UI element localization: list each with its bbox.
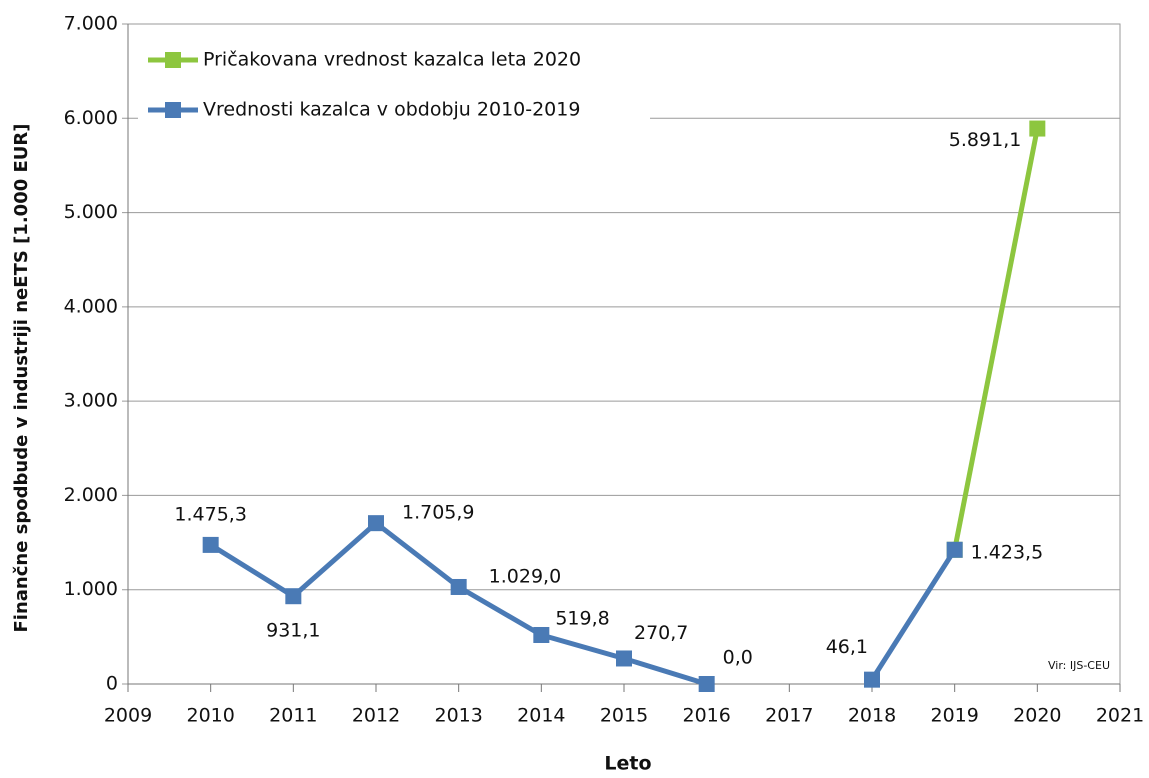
point-marker bbox=[368, 515, 384, 532]
point-marker bbox=[616, 650, 632, 667]
x-tick-label: 2016 bbox=[682, 705, 730, 727]
point-marker bbox=[285, 588, 302, 605]
point-marker bbox=[533, 626, 550, 643]
legend-marker bbox=[165, 102, 181, 118]
x-tick-label: 2020 bbox=[1013, 705, 1061, 727]
y-tick-label: 3.000 bbox=[64, 390, 118, 412]
y-tick-label: 5.000 bbox=[64, 201, 118, 223]
y-tick-label: 4.000 bbox=[64, 295, 118, 317]
x-tick-label: 2010 bbox=[186, 705, 234, 727]
point-marker bbox=[864, 671, 880, 688]
data-label: 270,7 bbox=[634, 622, 688, 644]
data-label: 46,1 bbox=[826, 636, 868, 658]
y-tick-label: 7.000 bbox=[64, 13, 118, 35]
data-label: 1.475,3 bbox=[174, 503, 247, 525]
x-tick-label: 2019 bbox=[930, 705, 978, 727]
series-line bbox=[952, 128, 1040, 551]
x-tick-label: 2011 bbox=[269, 705, 317, 727]
x-tick-label: 2017 bbox=[765, 705, 813, 727]
x-tick-label: 2014 bbox=[517, 705, 565, 727]
legend-label: Vrednosti kazalca v obdobju 2010-2019 bbox=[203, 99, 580, 121]
y-tick-label: 1.000 bbox=[64, 578, 118, 600]
point-marker bbox=[450, 578, 467, 595]
x-tick-label: 2009 bbox=[104, 705, 152, 727]
data-label: 1.705,9 bbox=[402, 502, 475, 524]
y-tick-label: 0 bbox=[106, 673, 118, 695]
data-label: 519,8 bbox=[555, 607, 609, 629]
x-axis-label: Leto bbox=[604, 753, 651, 775]
legend-label: Pričakovana vrednost kazalca leta 2020 bbox=[203, 49, 581, 71]
x-tick-label: 2018 bbox=[848, 705, 896, 727]
point-marker bbox=[1029, 120, 1046, 137]
data-label: 1.423,5 bbox=[971, 541, 1044, 563]
data-label: 1.029,0 bbox=[489, 565, 562, 587]
point-marker bbox=[202, 536, 219, 553]
x-tick-label: 2015 bbox=[600, 705, 648, 727]
legend-box bbox=[138, 36, 650, 128]
legend-marker bbox=[165, 52, 181, 68]
source-note: Vir: IJS-CEU bbox=[1048, 659, 1110, 672]
data-label: 0,0 bbox=[723, 647, 753, 669]
y-axis-label: Finančne spodbude v industriji neETS [1.… bbox=[11, 123, 32, 632]
y-tick-label: 2.000 bbox=[64, 484, 118, 506]
y-tick-label: 6.000 bbox=[64, 107, 118, 129]
series-line bbox=[209, 519, 957, 687]
point-marker bbox=[946, 541, 963, 558]
data-label: 931,1 bbox=[266, 620, 320, 642]
x-tick-label: 2012 bbox=[352, 705, 400, 727]
data-label: 5.891,1 bbox=[949, 129, 1022, 151]
x-tick-label: 2013 bbox=[434, 705, 482, 727]
x-tick-label: 2021 bbox=[1096, 705, 1144, 727]
point-marker bbox=[698, 676, 715, 692]
